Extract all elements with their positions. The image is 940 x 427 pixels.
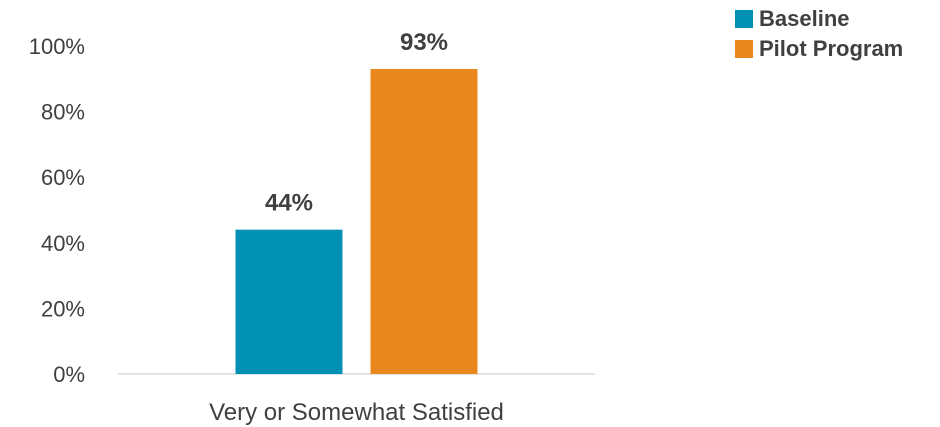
data-label-pilot-program: 93% (400, 29, 448, 56)
y-tick-label: 0% (53, 362, 85, 387)
y-tick-label: 80% (41, 100, 85, 125)
y-tick-label: 60% (41, 165, 85, 190)
legend-swatch-baseline (735, 10, 753, 28)
bar-pilot-program (370, 68, 478, 375)
y-tick-label: 100% (29, 34, 85, 59)
legend-item-pilot-program: Pilot Program (735, 34, 903, 64)
x-category-label: Very or Somewhat Satisfied (209, 399, 504, 426)
data-labels: 44% 93% (265, 29, 448, 217)
legend-item-baseline: Baseline (735, 4, 903, 34)
data-label-baseline: 44% (265, 190, 313, 217)
legend: Baseline Pilot Program (735, 4, 903, 64)
legend-swatch-pilot-program (735, 40, 753, 58)
legend-label-baseline: Baseline (759, 6, 850, 31)
y-tick-label: 20% (41, 296, 85, 321)
bars (235, 68, 478, 375)
y-axis-ticks: 0% 20% 40% 60% 80% 100% (29, 34, 85, 387)
y-tick-label: 40% (41, 231, 85, 256)
legend-label-pilot-program: Pilot Program (759, 36, 904, 61)
bar-baseline (235, 229, 343, 374)
